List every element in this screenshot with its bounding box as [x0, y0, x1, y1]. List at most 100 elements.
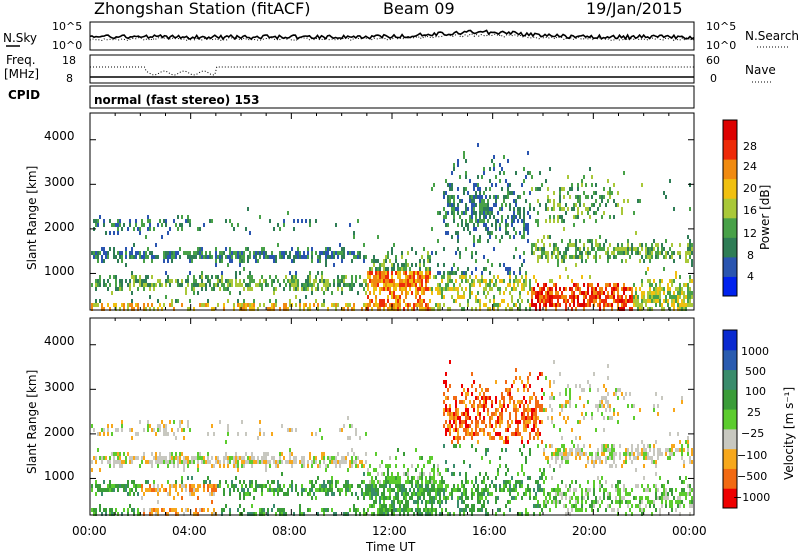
power-cell	[447, 287, 449, 291]
power-cell	[599, 247, 601, 251]
power-cell	[383, 267, 385, 271]
velocity-cell	[385, 476, 387, 480]
power-cell	[199, 227, 201, 231]
velocity-cell	[481, 388, 483, 392]
power-cell	[457, 211, 459, 215]
velocity-cell	[255, 484, 257, 488]
power-cell	[537, 219, 539, 223]
velocity-cell	[631, 512, 633, 516]
velocity-cell	[665, 452, 667, 456]
power-cell	[301, 287, 303, 291]
power-cell	[559, 187, 561, 191]
velocity-cell	[603, 496, 605, 500]
velocity-cell	[271, 432, 273, 436]
velocity-cell	[187, 508, 189, 512]
power-cell	[93, 251, 95, 255]
velocity-cell	[423, 488, 425, 492]
velocity-cell	[547, 500, 549, 504]
velocity-cell	[525, 424, 527, 428]
velocity-cell	[347, 480, 349, 484]
velocity-cell	[105, 488, 107, 492]
power-cell	[421, 307, 423, 311]
power-cell	[373, 255, 375, 259]
velocity-cell	[581, 448, 583, 452]
velocity-cell	[151, 512, 153, 516]
power-cell	[173, 219, 175, 223]
velocity-cell	[431, 508, 433, 512]
velocity-cell	[123, 460, 125, 464]
power-cell	[369, 303, 371, 307]
power-cell	[609, 243, 611, 247]
velocity-cell	[539, 504, 541, 508]
power-cell	[537, 283, 539, 287]
velocity-cell	[541, 408, 543, 412]
power-cell	[541, 247, 543, 251]
power-cell	[525, 283, 527, 287]
power-cell	[461, 307, 463, 311]
velocity-cell	[391, 480, 393, 484]
power-cell	[541, 251, 543, 255]
velocity-cell	[125, 484, 127, 488]
power-cell	[679, 283, 681, 287]
power-cell	[377, 259, 379, 263]
power-cell	[421, 279, 423, 283]
velocity-cell	[651, 456, 653, 460]
power-cell	[339, 283, 341, 287]
power-cell	[331, 255, 333, 259]
velocity-cell	[415, 508, 417, 512]
power-cell	[247, 287, 249, 291]
velocity-cell	[301, 492, 303, 496]
power-cell	[557, 303, 559, 307]
velocity-cell	[559, 428, 561, 432]
velocity-cell	[221, 508, 223, 512]
power-cell	[259, 303, 261, 307]
velocity-cell	[345, 480, 347, 484]
velocity-cell	[335, 480, 337, 484]
velocity-cell	[475, 424, 477, 428]
power-cell	[525, 279, 527, 283]
velocity-cell	[677, 432, 679, 436]
power-cell	[423, 247, 425, 251]
velocity-cell	[217, 456, 219, 460]
velocity-cell	[283, 484, 285, 488]
power-cell	[207, 303, 209, 307]
power-cell	[255, 255, 257, 259]
velocity-cell	[507, 420, 509, 424]
power-cell	[615, 299, 617, 303]
velocity-cell	[437, 468, 439, 472]
velocity-cell	[457, 484, 459, 488]
velocity-cell	[419, 508, 421, 512]
power-cell	[485, 207, 487, 211]
velocity-cell	[289, 484, 291, 488]
power-cell	[369, 299, 371, 303]
power-cell	[661, 303, 663, 307]
power-cell	[485, 187, 487, 191]
power-cell	[653, 247, 655, 251]
velocity-cell	[483, 404, 485, 408]
power-cell	[381, 287, 383, 291]
velocity-cell	[129, 504, 131, 508]
power-cell	[485, 303, 487, 307]
power-cell	[513, 199, 515, 203]
power-cell	[547, 187, 549, 191]
velocity-cell	[127, 512, 129, 516]
velocity-cell	[251, 512, 253, 516]
date-label: 19/Jan/2015	[586, 0, 683, 18]
power-cell	[619, 295, 621, 299]
power-cell	[619, 251, 621, 255]
power-cell	[517, 219, 519, 223]
power-cell	[445, 287, 447, 291]
power-cell	[451, 211, 453, 215]
power-cell	[281, 255, 283, 259]
power-cell	[645, 247, 647, 251]
power-cell	[447, 211, 449, 215]
velocity-cell	[601, 396, 603, 400]
power-cell	[319, 251, 321, 255]
velocity-cell	[661, 492, 663, 496]
power-cell	[219, 255, 221, 259]
power-cell	[545, 307, 547, 311]
power-cell	[285, 307, 287, 311]
velocity-cell	[569, 392, 571, 396]
velocity-cell	[657, 404, 659, 408]
power-cell	[385, 303, 387, 307]
